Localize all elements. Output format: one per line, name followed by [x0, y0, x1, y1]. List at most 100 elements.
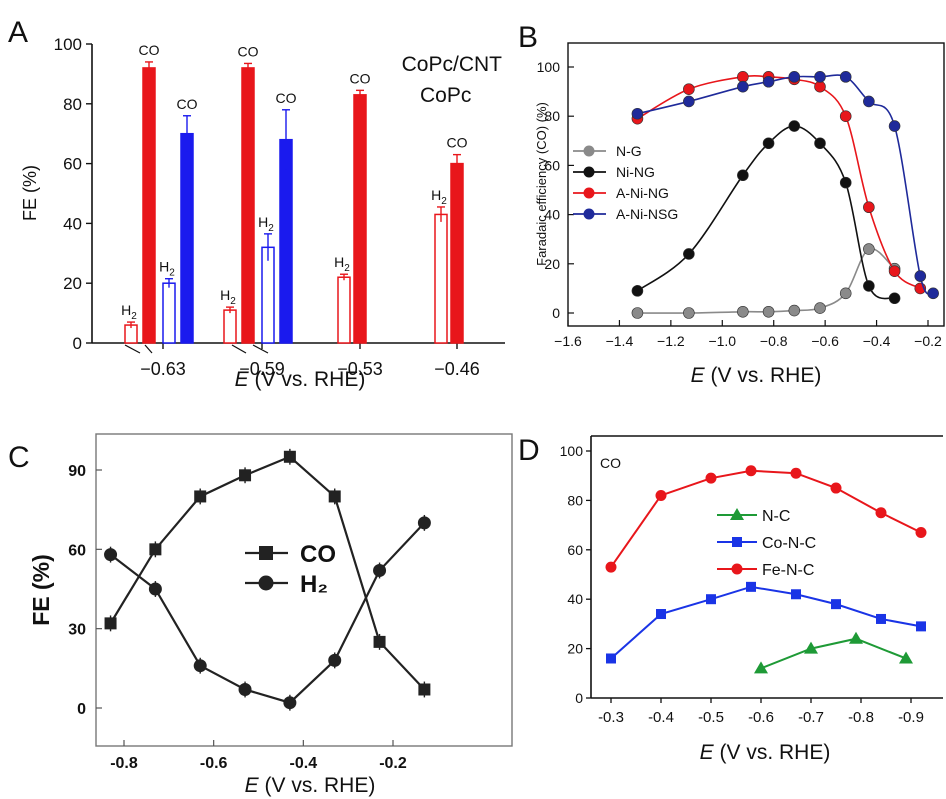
data-point-fe-n-c: [705, 472, 717, 484]
bar-copc-co: [279, 138, 293, 344]
legend-marker: [583, 166, 595, 178]
data-point-a-ni-nsg: [631, 107, 644, 120]
data-point-co: [328, 490, 341, 503]
data-point-a-ni-nsg: [814, 71, 826, 83]
bar-copccnt-co: [353, 94, 367, 344]
y-tick-label: 60: [63, 155, 82, 174]
y-tick-label: 80: [567, 492, 583, 508]
x-axis-label: E (V vs. RHE): [691, 364, 822, 387]
data-point-co: [149, 543, 162, 556]
panel-label-c: C: [8, 441, 30, 474]
bar-label-h2: H2: [121, 302, 137, 322]
y-tick-label: 0: [552, 305, 560, 321]
data-point-ni-ng: [762, 137, 775, 150]
data-point-a-ni-ng: [888, 265, 901, 277]
data-point-h2: [328, 653, 342, 667]
data-point-n-c: [899, 651, 913, 664]
plot-frame: [95, 433, 513, 747]
series-line-n-c: [760, 637, 907, 670]
data-point-n-c: [849, 631, 863, 644]
arrow-mark: [124, 344, 141, 354]
series-line-fe-n-c: [610, 469, 922, 568]
data-point-ni-ng: [788, 120, 801, 132]
data-point-fe-n-c: [655, 489, 667, 501]
panel-label-a: A: [8, 16, 28, 49]
series-line-n-g: [637, 247, 896, 314]
data-point-fe-n-c: [605, 561, 617, 573]
x-tick-label: -0.6: [748, 709, 774, 726]
y-tick-label: 100: [54, 35, 82, 54]
data-point-co-n-c: [916, 621, 926, 632]
legend-cnt: CoPc/CNT: [402, 53, 503, 76]
data-point-fe-n-c: [875, 507, 887, 519]
x-tick-label: −0.53: [337, 359, 383, 379]
bar-label-co: CO: [139, 42, 160, 58]
data-point-ni-ng: [814, 137, 826, 150]
y-tick-label: 0: [73, 334, 82, 353]
legend-marker: [730, 508, 744, 520]
data-point-a-ni-nsg: [927, 287, 939, 300]
legend-label-a-ni-ng: A-Ni-NG: [616, 185, 669, 201]
bar-label-co: CO: [238, 43, 259, 59]
bar-label-h2: H2: [431, 187, 447, 207]
y-tick-label: 20: [63, 274, 82, 293]
data-point-h2: [283, 696, 297, 710]
data-point-n-c: [754, 661, 768, 674]
x-tick-label: −0.8: [760, 333, 788, 349]
x-tick-label: -0.6: [200, 755, 228, 772]
data-point-h2: [148, 582, 162, 596]
data-point-h2: [373, 563, 387, 577]
panel-label-d: D: [518, 434, 540, 467]
legend-copc: CoPc: [420, 84, 471, 107]
data-point-h2: [238, 682, 252, 696]
data-point-ni-ng: [683, 248, 695, 260]
data-point-n-g: [863, 243, 875, 255]
y-tick-label: 20: [544, 256, 560, 272]
x-tick-label: −0.46: [434, 359, 480, 379]
x-axis-label: E (V vs. RHE): [245, 774, 376, 797]
x-tick-label: -0.4: [648, 709, 674, 726]
panel-label-b: B: [518, 21, 538, 54]
y-tick-label: 100: [537, 59, 561, 75]
series-line-co-n-c: [610, 585, 922, 660]
data-point-a-ni-ng: [839, 110, 852, 122]
legend-label-fe-n-c: Fe-N-C: [762, 562, 814, 579]
legend-label-n-c: N-C: [762, 508, 790, 525]
legend-label-co-n-c: Co-N-C: [762, 535, 816, 552]
data-point-co-n-c: [791, 589, 801, 600]
legend-label-a-ni-nsg: A-Ni-NSG: [616, 206, 678, 222]
data-point-fe-n-c: [830, 482, 842, 494]
chart-panel-c: 0 30 60 90 -0.8 -0.6 -0.4 -0.2E (V vs. RHE) FE (…: [28, 433, 513, 797]
legend-marker: [258, 575, 274, 591]
bar-label-h2: H2: [258, 214, 274, 234]
bar-copccnt-h2: [337, 276, 351, 344]
bar-copccnt-co: [241, 67, 255, 344]
data-point-n-g: [839, 287, 852, 300]
data-point-a-ni-ng: [814, 80, 826, 93]
x-tick-label: -0.2: [379, 755, 407, 772]
data-point-a-ni-ng: [737, 71, 749, 83]
y-tick-label: 40: [63, 214, 82, 233]
legend-marker: [731, 563, 743, 575]
y-tick-label: 90: [68, 463, 86, 480]
data-point-co: [194, 490, 207, 503]
x-tick-label: -0.8: [110, 755, 138, 772]
data-point-a-ni-ng: [683, 83, 695, 95]
bar-copccnt-h2: [434, 213, 448, 344]
series-line-h2: [109, 522, 426, 704]
bar-label-co: CO: [447, 135, 468, 151]
series-line-co: [109, 455, 426, 691]
bar-copccnt-co: [142, 67, 156, 344]
x-tick-label: -0.9: [898, 709, 924, 726]
legend-label-n-g: N-G: [616, 143, 642, 159]
legend-label-co: CO: [300, 541, 336, 568]
y-tick-label: 0: [77, 701, 86, 718]
data-point-co-n-c: [656, 609, 666, 620]
x-tick-label: −1.0: [708, 333, 736, 349]
data-point-a-ni-nsg: [762, 75, 775, 88]
legend-label-h2: H₂: [300, 571, 328, 598]
data-point-a-ni-nsg: [914, 270, 927, 282]
data-point-a-ni-nsg: [788, 71, 801, 83]
bar-copc-co: [180, 132, 194, 344]
legend-marker: [583, 187, 595, 199]
